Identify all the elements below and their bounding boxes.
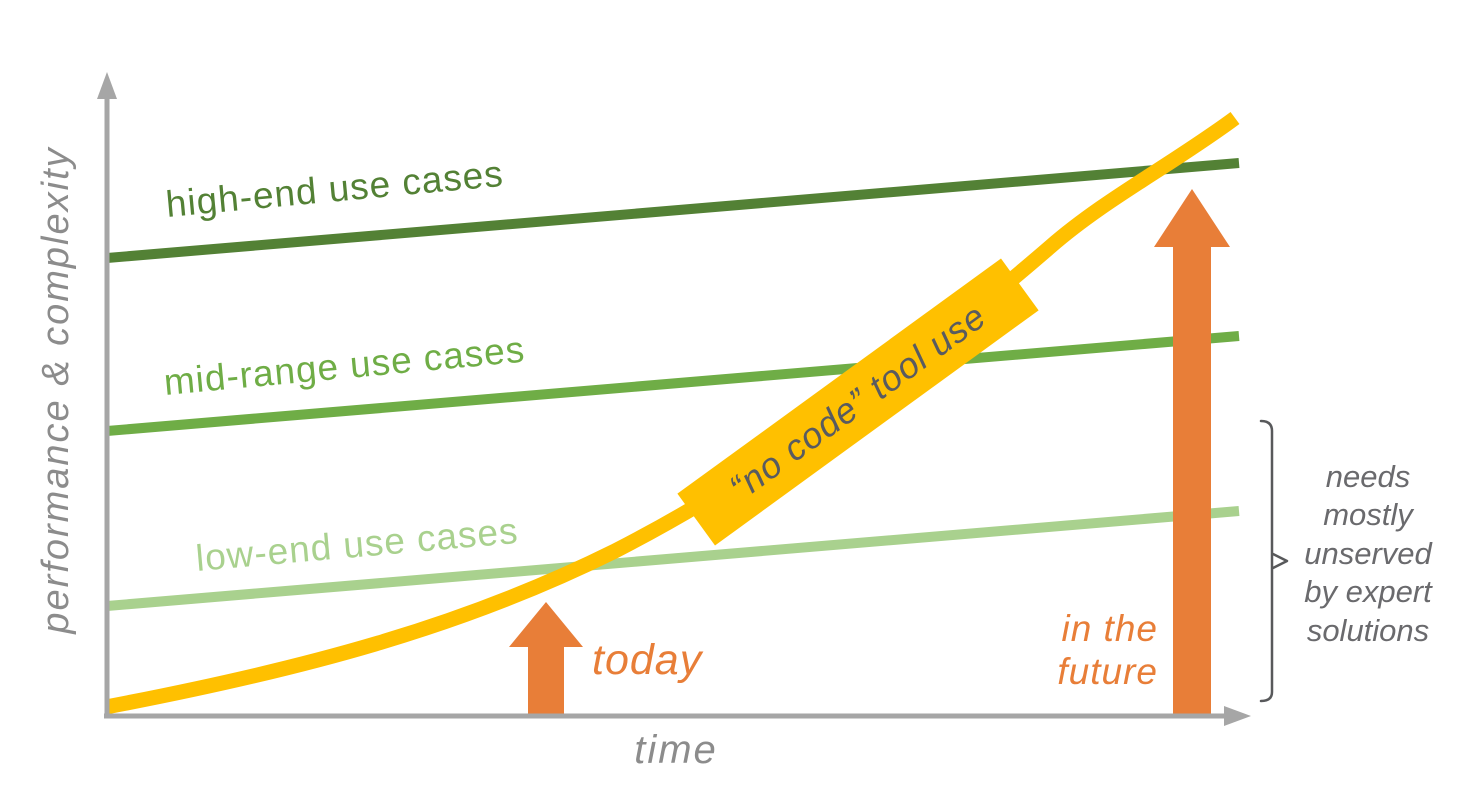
range-bracket <box>1259 419 1274 703</box>
high-end-line <box>106 158 1240 263</box>
unserved-needs-annotation: needs mostly unserved by expert solution… <box>1304 459 1432 648</box>
future-label: in the future <box>1057 608 1158 692</box>
future-arrow-icon <box>1154 189 1230 716</box>
low-end-line <box>106 506 1240 611</box>
x-axis-arrowhead-icon <box>1224 706 1251 726</box>
range-bracket-tick <box>1271 552 1289 570</box>
today-arrow-icon <box>509 602 583 716</box>
y-axis-label: performance & complexity <box>35 146 77 634</box>
y-axis-arrowhead-icon <box>97 72 117 99</box>
today-label: today <box>592 636 703 684</box>
mid-range-line <box>106 331 1240 436</box>
x-axis-label: time <box>634 728 718 772</box>
curve-label-band-rect <box>677 258 1039 546</box>
curve-label-band <box>677 258 1039 546</box>
